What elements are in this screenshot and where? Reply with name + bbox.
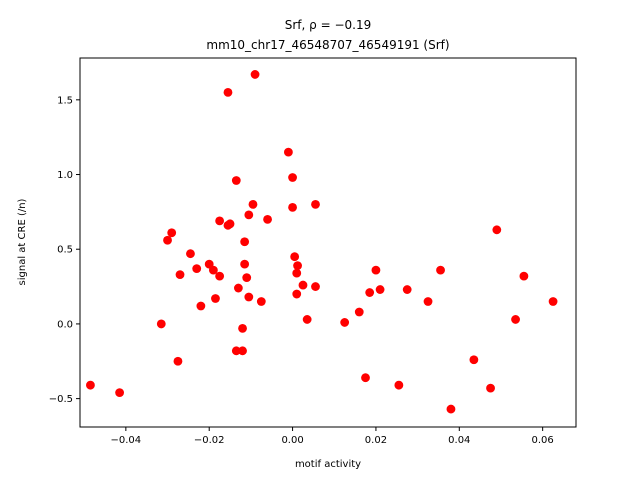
data-point <box>292 289 302 299</box>
data-point <box>511 315 520 324</box>
data-point <box>86 380 95 390</box>
x-axis-label: motif activity <box>295 459 361 470</box>
x-tick-label: 0.04 <box>448 435 470 446</box>
x-tick-label: 0.02 <box>365 435 387 446</box>
data-point <box>293 261 302 271</box>
data-point <box>394 380 404 390</box>
data-point <box>436 265 445 275</box>
data-point <box>240 259 250 269</box>
y-tick-label: −0.5 <box>49 394 73 405</box>
chart-title-line2: mm10_chr17_46548707_46549191 (Srf) <box>206 38 449 52</box>
data-point <box>284 147 293 157</box>
data-point <box>244 210 254 220</box>
data-point <box>244 292 254 302</box>
data-point <box>173 356 183 366</box>
data-point <box>208 265 218 275</box>
data-point <box>211 294 220 303</box>
y-tick-label: 0.0 <box>57 319 73 330</box>
x-tick-label: −0.02 <box>194 435 225 446</box>
data-point <box>163 235 172 245</box>
data-point <box>486 383 495 393</box>
data-point <box>248 200 258 209</box>
data-point <box>263 214 272 224</box>
data-point <box>288 173 297 182</box>
data-point <box>492 225 502 235</box>
data-point <box>302 315 312 324</box>
data-point <box>288 202 297 212</box>
plot-frame <box>79 57 577 428</box>
x-tick-label: 0.00 <box>281 435 303 446</box>
data-point <box>446 404 456 414</box>
data-point <box>402 285 412 294</box>
data-point <box>548 297 558 306</box>
data-point <box>192 264 202 274</box>
y-tick-label: 0.5 <box>57 245 73 256</box>
data-point <box>196 301 206 311</box>
data-point <box>242 273 252 283</box>
data-point <box>231 176 241 185</box>
data-point <box>298 280 308 290</box>
y-axis-label: signal at CRE (/n) <box>17 198 28 285</box>
data-point <box>375 285 385 294</box>
data-point <box>256 297 266 306</box>
data-point <box>186 249 195 259</box>
data-point <box>215 216 225 226</box>
data-point <box>175 270 185 280</box>
data-point <box>225 219 235 229</box>
data-point <box>365 288 375 297</box>
data-point <box>290 252 300 262</box>
data-point <box>311 200 320 209</box>
y-axis-ticks: −0.5 0.0 0.5 1.0 1.5 <box>49 95 80 405</box>
data-point <box>115 388 124 398</box>
points-layer <box>86 70 558 414</box>
data-point <box>340 318 350 327</box>
data-point <box>233 283 243 293</box>
data-point <box>519 271 529 281</box>
data-point <box>311 282 320 291</box>
data-point <box>361 373 370 383</box>
data-point <box>215 271 225 281</box>
chart-title-line1: Srf, ρ = −0.19 <box>285 18 371 32</box>
y-tick-label: 1.5 <box>57 95 73 106</box>
x-axis-ticks: −0.04 −0.02 0.00 0.02 0.04 0.06 <box>111 427 554 446</box>
x-tick-label: 0.06 <box>532 435 554 446</box>
data-point <box>240 237 250 247</box>
y-tick-label: 1.0 <box>57 170 73 181</box>
data-point <box>167 228 177 238</box>
data-point <box>223 87 233 97</box>
data-point <box>292 268 302 278</box>
data-point <box>371 265 381 275</box>
data-point <box>469 355 479 365</box>
data-point <box>250 70 260 79</box>
data-point <box>238 346 247 356</box>
data-point <box>423 297 433 306</box>
x-tick-label: −0.04 <box>111 435 142 446</box>
data-point <box>238 324 247 333</box>
data-point <box>156 319 166 329</box>
data-point <box>231 346 241 356</box>
data-point <box>354 307 364 317</box>
